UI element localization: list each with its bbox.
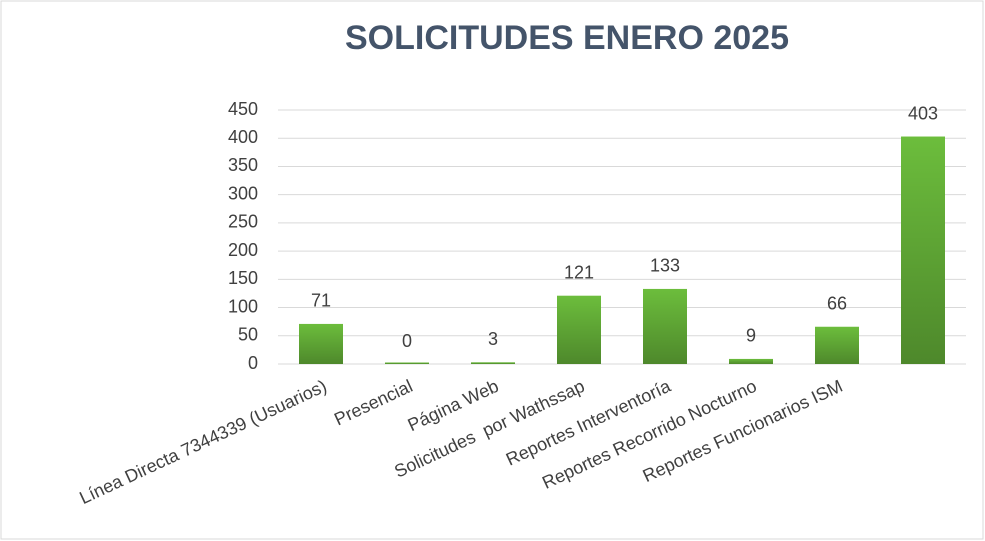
bar [643, 288, 687, 364]
y-tick-label: 350 [228, 155, 258, 175]
data-label: 3 [488, 329, 498, 349]
data-label: 71 [311, 291, 331, 311]
data-label: 121 [564, 262, 594, 282]
data-label: 9 [746, 326, 756, 346]
y-tick-label: 50 [238, 325, 258, 345]
y-tick-label: 200 [228, 240, 258, 260]
bar [815, 326, 859, 364]
y-tick-label: 450 [228, 99, 258, 119]
bar [385, 362, 429, 364]
chart-title: SOLICITUDES ENERO 2025 [345, 19, 789, 57]
y-tick-label: 300 [228, 183, 258, 203]
y-tick-label: 150 [228, 268, 258, 288]
data-label: 66 [827, 293, 847, 313]
y-tick-label: 0 [248, 353, 258, 373]
y-tick-label: 250 [228, 212, 258, 232]
y-tick-label: 100 [228, 296, 258, 316]
data-label: 403 [908, 103, 938, 123]
bar [299, 323, 343, 364]
y-tick-label: 400 [228, 127, 258, 147]
bar [729, 358, 773, 364]
bar [901, 136, 945, 364]
data-label: 0 [402, 331, 412, 351]
bar [471, 362, 515, 364]
data-label: 133 [650, 256, 680, 276]
bar [557, 295, 601, 364]
